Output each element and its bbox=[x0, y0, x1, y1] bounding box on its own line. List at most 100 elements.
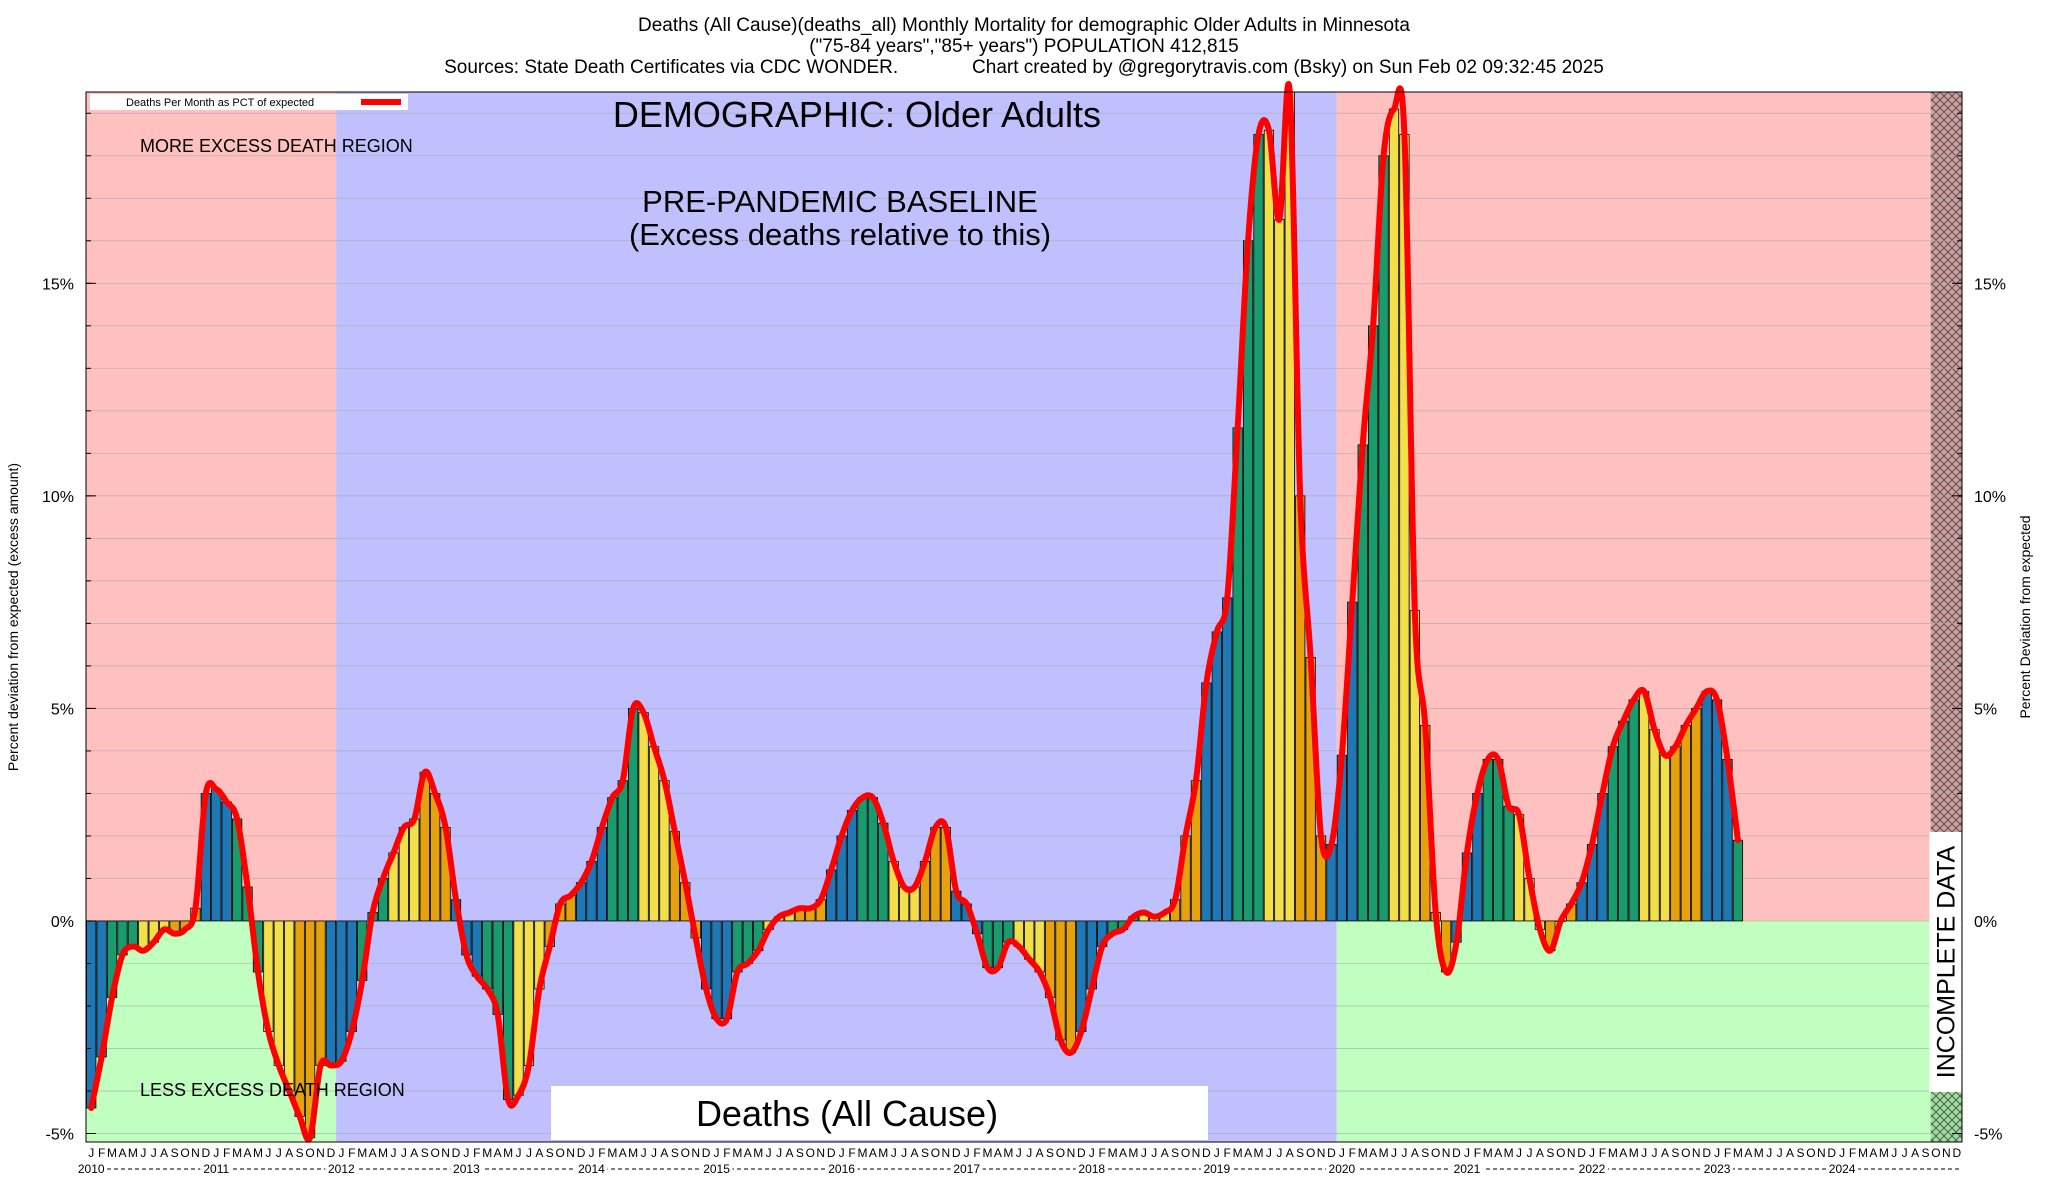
x-month-label: J bbox=[1714, 1146, 1720, 1160]
excess-region-2010 bbox=[86, 92, 337, 921]
y-tick-label-right: 15% bbox=[1974, 276, 2006, 293]
x-month-label: J bbox=[265, 1146, 271, 1160]
metric-box bbox=[551, 1086, 1208, 1140]
bar bbox=[325, 920, 337, 1066]
x-month-label: J bbox=[641, 1146, 647, 1160]
less-excess-label: LESS EXCESS DEATH REGION bbox=[140, 1080, 405, 1100]
baseline-label-2: (Excess deaths relative to this) bbox=[629, 217, 1051, 252]
x-month-label: M bbox=[1629, 1146, 1639, 1160]
x-month-label: S bbox=[671, 1146, 679, 1160]
x-month-label: O bbox=[931, 1146, 940, 1160]
x-month-label: D bbox=[1577, 1146, 1586, 1160]
x-year-label: 2023 bbox=[1704, 1162, 1731, 1176]
x-year-label: 2014 bbox=[578, 1162, 605, 1176]
bar bbox=[221, 801, 232, 922]
x-month-label: F bbox=[1349, 1146, 1356, 1160]
x-month-label: A bbox=[118, 1146, 126, 1160]
x-month-label: J bbox=[651, 1146, 657, 1160]
x-month-label: N bbox=[1317, 1146, 1326, 1160]
x-month-label: S bbox=[796, 1146, 804, 1160]
y-tick-label-left: 0% bbox=[51, 914, 74, 931]
x-month-label: N bbox=[1192, 1146, 1201, 1160]
x-month-label: D bbox=[452, 1146, 461, 1160]
x-month-label: S bbox=[421, 1146, 429, 1160]
x-month-label: M bbox=[983, 1146, 993, 1160]
bar bbox=[867, 797, 878, 922]
x-month-label: M bbox=[878, 1146, 888, 1160]
x-month-label: D bbox=[702, 1146, 711, 1160]
x-month-label: A bbox=[1744, 1146, 1752, 1160]
y-tick-label-left: 5% bbox=[51, 701, 74, 718]
x-month-label: N bbox=[191, 1146, 200, 1160]
x-month-label: A bbox=[1369, 1146, 1377, 1160]
y-tick-label-right: 10% bbox=[1974, 489, 2006, 506]
x-month-label: M bbox=[628, 1146, 638, 1160]
x-month-label: A bbox=[1119, 1146, 1127, 1160]
year-label-bg bbox=[1075, 1161, 1108, 1175]
x-month-label: A bbox=[494, 1146, 502, 1160]
x-month-label: N bbox=[816, 1146, 825, 1160]
x-month-label: J bbox=[964, 1146, 970, 1160]
bar bbox=[1263, 129, 1275, 922]
x-month-label: D bbox=[1702, 1146, 1711, 1160]
x-month-label: N bbox=[1817, 1146, 1826, 1160]
year-label-bg bbox=[325, 1161, 358, 1175]
x-month-label: S bbox=[546, 1146, 554, 1160]
x-month-label: S bbox=[1546, 1146, 1554, 1160]
x-month-label: J bbox=[1891, 1146, 1897, 1160]
x-month-label: J bbox=[401, 1146, 407, 1160]
x-year-label: 2022 bbox=[1579, 1162, 1606, 1176]
x-month-label: A bbox=[911, 1146, 919, 1160]
year-label-bg bbox=[1450, 1161, 1483, 1175]
x-month-label: D bbox=[1077, 1146, 1086, 1160]
x-month-label: A bbox=[994, 1146, 1002, 1160]
year-label-bg bbox=[450, 1161, 483, 1175]
metric-box-label: Deaths (All Cause) bbox=[696, 1093, 998, 1134]
y-tick-label-right: -5% bbox=[1974, 1126, 2002, 1143]
x-month-label: N bbox=[1442, 1146, 1451, 1160]
x-month-label: O bbox=[1181, 1146, 1190, 1160]
x-month-label: M bbox=[1379, 1146, 1389, 1160]
x-month-label: J bbox=[213, 1146, 219, 1160]
bar bbox=[857, 797, 868, 922]
x-month-label: J bbox=[1652, 1146, 1658, 1160]
x-month-label: A bbox=[410, 1146, 418, 1160]
x-month-label: O bbox=[305, 1146, 314, 1160]
series-line bbox=[88, 81, 1741, 1143]
bar bbox=[284, 920, 295, 1092]
x-month-label: N bbox=[1067, 1146, 1076, 1160]
x-month-label: J bbox=[151, 1146, 157, 1160]
x-month-label: M bbox=[378, 1146, 388, 1160]
x-month-label: F bbox=[98, 1146, 105, 1160]
x-month-label: J bbox=[463, 1146, 469, 1160]
x-month-label: F bbox=[1098, 1146, 1105, 1160]
x-month-label: J bbox=[88, 1146, 94, 1160]
x-month-label: D bbox=[577, 1146, 586, 1160]
bar bbox=[1274, 219, 1285, 922]
x-year-label: 2018 bbox=[1078, 1162, 1105, 1176]
x-month-label: D bbox=[1327, 1146, 1336, 1160]
incomplete-label-bg bbox=[1929, 832, 1962, 1092]
x-month-label: J bbox=[1266, 1146, 1272, 1160]
bar bbox=[648, 746, 660, 922]
x-month-label: J bbox=[1391, 1146, 1397, 1160]
bar bbox=[1670, 746, 1681, 922]
x-month-label: A bbox=[744, 1146, 752, 1160]
x-month-label: N bbox=[441, 1146, 450, 1160]
bar bbox=[607, 797, 618, 922]
x-year-label: 2021 bbox=[1454, 1162, 1481, 1176]
x-month-label: M bbox=[753, 1146, 763, 1160]
bar bbox=[617, 780, 628, 922]
x-month-label: J bbox=[1526, 1146, 1532, 1160]
x-month-label: A bbox=[869, 1146, 877, 1160]
x-month-label: M bbox=[1128, 1146, 1138, 1160]
x-month-label: M bbox=[107, 1146, 117, 1160]
x-month-label: A bbox=[1786, 1146, 1794, 1160]
x-month-label: F bbox=[848, 1146, 855, 1160]
year-label-bg bbox=[825, 1161, 858, 1175]
line-group bbox=[88, 81, 1741, 1143]
x-month-label: A bbox=[1494, 1146, 1502, 1160]
x-month-label: D bbox=[952, 1146, 961, 1160]
bar bbox=[1701, 690, 1712, 922]
x-month-label: J bbox=[1089, 1146, 1095, 1160]
